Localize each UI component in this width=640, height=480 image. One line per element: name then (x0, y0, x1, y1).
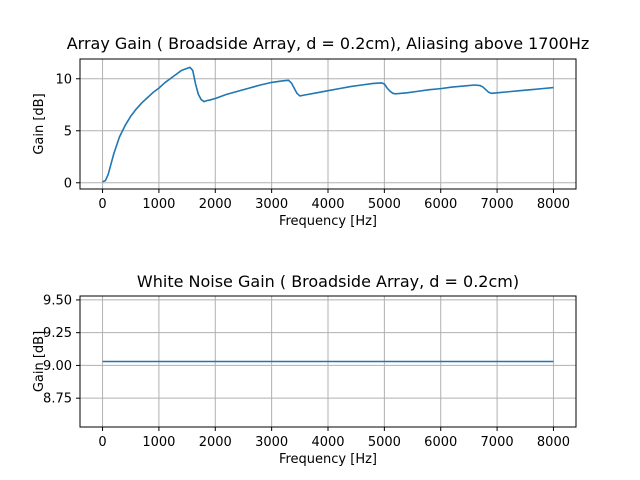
x-tick-label: 3000 (255, 197, 288, 212)
x-tick-label: 6000 (424, 197, 457, 212)
x-tick-label: 8000 (537, 435, 570, 450)
x-axis-label: Frequency [Hz] (279, 452, 377, 467)
y-tick-label: 9.25 (43, 326, 72, 341)
series-line (102, 66, 554, 183)
y-tick-label: 5 (64, 124, 72, 139)
y-tick-label: 0 (64, 176, 72, 191)
x-tick-label: 2000 (199, 197, 232, 212)
x-tick-label: 7000 (481, 197, 514, 212)
y-tick-label: 8.75 (43, 392, 72, 407)
white-noise-gain-plot: 0 1000 2000 3000 4000 5000 6000 7000 8000 8.75 9.0… (32, 272, 577, 467)
x-tick-label: 7000 (481, 435, 514, 450)
plot-title: White Noise Gain ( Broadside Array, d = … (137, 272, 519, 291)
y-tick-label: 9.50 (43, 293, 72, 308)
y-axis-label: Gain [dB] (32, 331, 47, 392)
x-tick-label: 5000 (368, 197, 401, 212)
x-tick-label: 2000 (199, 435, 232, 450)
x-tick-label: 5000 (368, 435, 401, 450)
plot-title: Array Gain ( Broadside Array, d = 0.2cm)… (67, 34, 590, 53)
x-tick-label: 4000 (311, 197, 344, 212)
y-tick-label: 10 (55, 72, 72, 87)
x-tick-label: 3000 (255, 435, 288, 450)
x-tick-label: 6000 (424, 435, 457, 450)
x-axis-label: Frequency [Hz] (279, 214, 377, 229)
array-gain-plot: 0 1000 2000 3000 4000 5000 6000 7000 8000 0 5 10 Arr… (32, 34, 589, 229)
x-tick-label: 4000 (311, 435, 344, 450)
x-tick-label: 0 (98, 435, 106, 450)
y-axis-label: Gain [dB] (32, 93, 47, 154)
x-tick-label: 0 (98, 197, 106, 212)
x-tick-label: 1000 (142, 435, 175, 450)
y-tick-label: 9.00 (43, 359, 72, 374)
x-tick-label: 8000 (537, 197, 570, 212)
x-tick-label: 1000 (142, 197, 175, 212)
